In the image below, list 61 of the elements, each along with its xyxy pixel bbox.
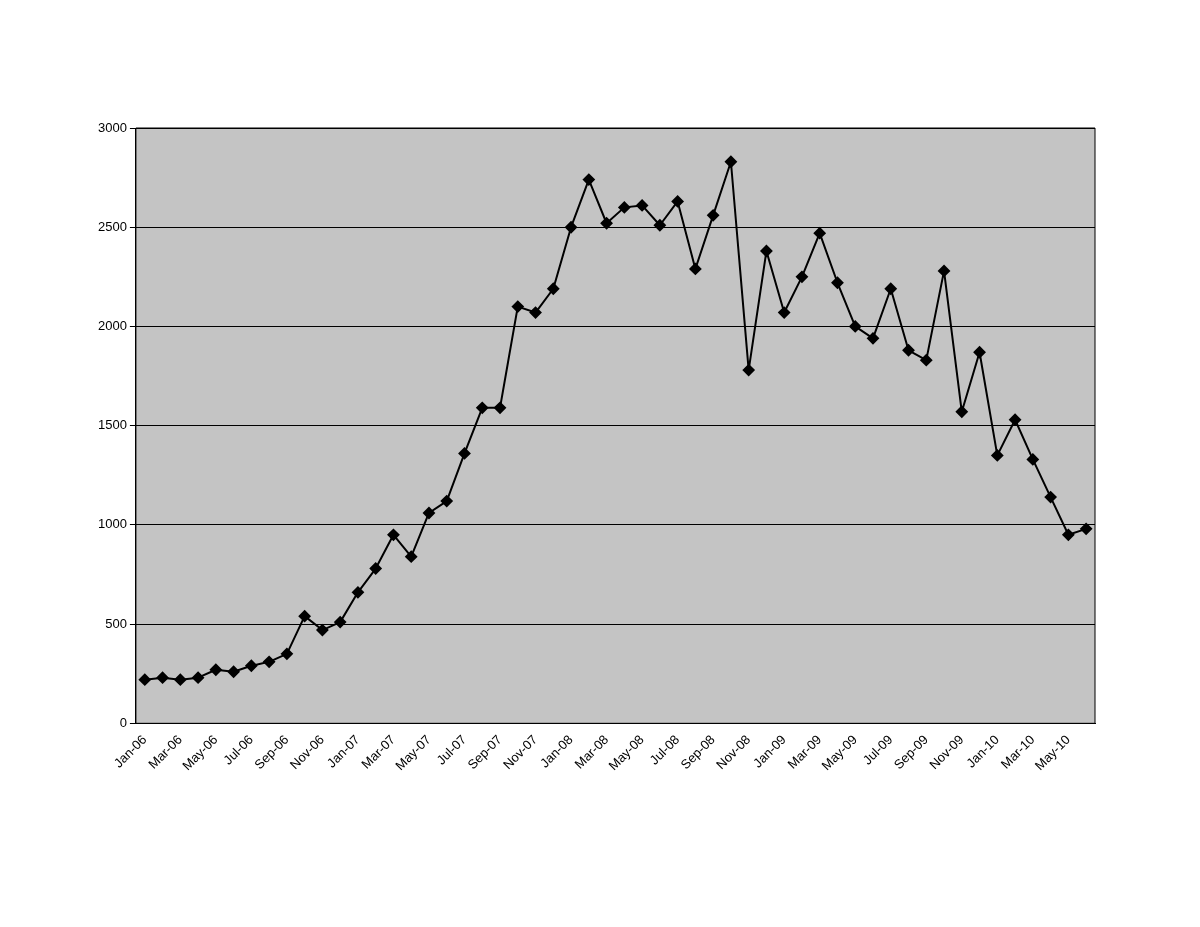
point [742, 364, 755, 377]
point [227, 665, 240, 678]
y-tick-label: 3000 [98, 119, 127, 135]
point [849, 320, 862, 333]
point [795, 270, 808, 283]
y-tick-label: 1000 [98, 516, 127, 532]
point [476, 401, 489, 414]
point [724, 155, 737, 168]
point [1080, 522, 1093, 535]
point [636, 199, 649, 212]
point [547, 282, 560, 295]
point [671, 195, 684, 208]
y-tick-label: 2000 [98, 318, 127, 334]
point [387, 528, 400, 541]
point [529, 306, 542, 319]
point [1062, 528, 1075, 541]
point [884, 282, 897, 295]
point [973, 346, 986, 359]
point [813, 227, 826, 240]
point [902, 344, 915, 357]
point [582, 173, 595, 186]
point [707, 209, 720, 222]
point [316, 624, 329, 637]
point [511, 300, 524, 313]
point [938, 264, 951, 277]
point [618, 201, 631, 214]
point [831, 276, 844, 289]
point [351, 586, 364, 599]
point [209, 663, 222, 676]
point [280, 647, 293, 660]
point [192, 671, 205, 684]
point [778, 306, 791, 319]
y-tick-label: 2500 [98, 218, 127, 234]
y-tick-label: 0 [119, 714, 127, 730]
point [565, 221, 578, 234]
point [955, 405, 968, 418]
point [600, 217, 613, 230]
point [263, 655, 276, 668]
point [334, 616, 347, 629]
point [1009, 413, 1022, 426]
point [1044, 491, 1057, 504]
point [494, 401, 507, 414]
point [422, 506, 435, 519]
point [156, 671, 169, 684]
point [440, 495, 453, 508]
y-tick-label: 1500 [98, 417, 127, 433]
point [174, 673, 187, 686]
point [245, 659, 258, 672]
point [653, 219, 666, 232]
y-tick-label: 500 [105, 615, 127, 631]
point [991, 449, 1004, 462]
point [1026, 453, 1039, 466]
point [298, 610, 311, 623]
point [866, 332, 879, 345]
point [920, 354, 933, 367]
point [369, 562, 382, 575]
point [458, 447, 471, 460]
point [138, 673, 151, 686]
point [760, 245, 773, 258]
point [689, 262, 702, 275]
point [405, 550, 418, 563]
